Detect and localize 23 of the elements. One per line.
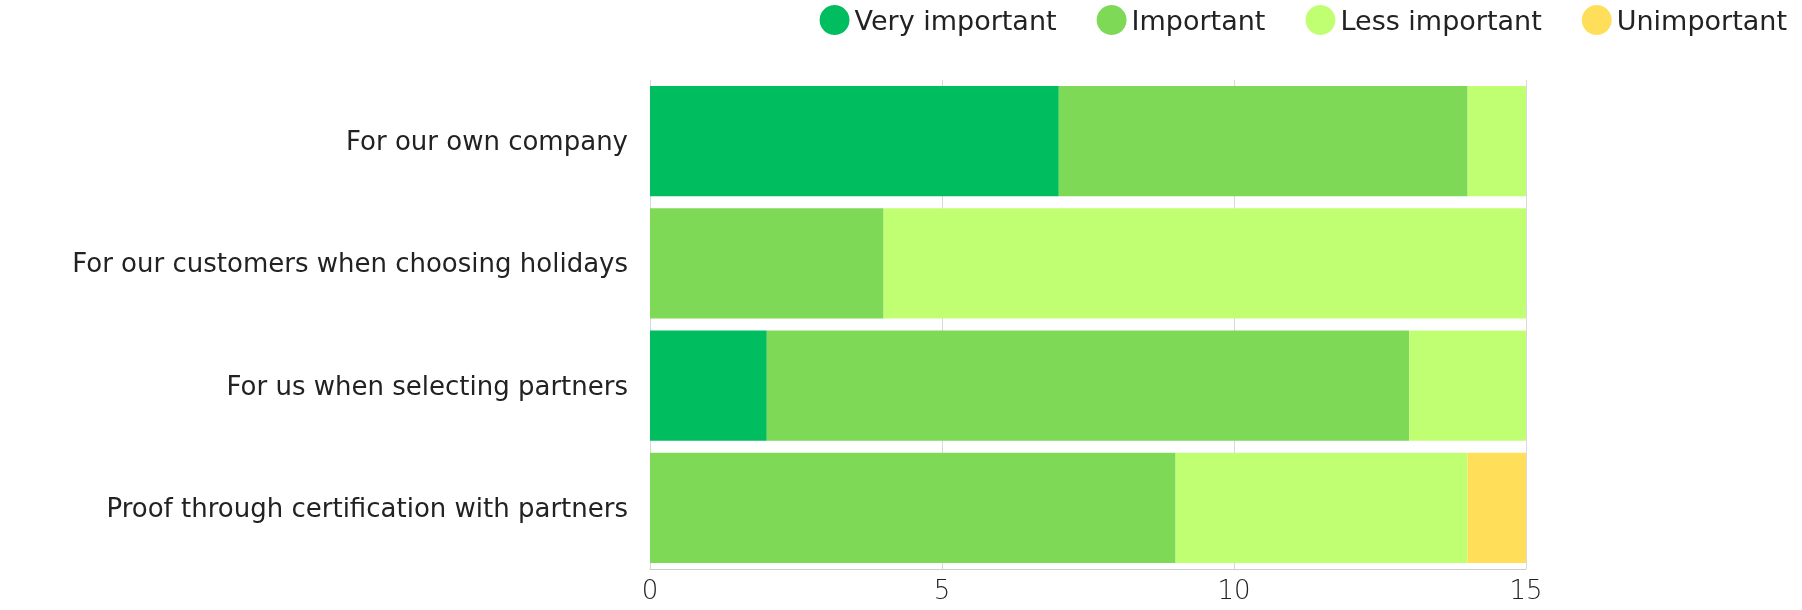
legend-label: Unimportant bbox=[1616, 4, 1788, 36]
x-tick-label: 0 bbox=[641, 575, 659, 605]
bar bbox=[650, 86, 1059, 197]
bar bbox=[766, 330, 1410, 441]
y-tick-label: For our own company bbox=[346, 126, 628, 157]
x-tick-label: 10 bbox=[1217, 575, 1251, 605]
bar bbox=[1175, 452, 1468, 563]
legend-label: Important bbox=[1131, 4, 1266, 36]
bar bbox=[1058, 86, 1468, 197]
bar bbox=[1467, 452, 1526, 563]
legend-label: Very important bbox=[854, 4, 1057, 36]
bar bbox=[650, 330, 767, 441]
x-tick-label: 15 bbox=[1509, 575, 1543, 605]
bar bbox=[650, 452, 1176, 563]
y-tick-label: For our customers when choosing holidays bbox=[72, 248, 628, 279]
bar bbox=[1467, 86, 1526, 197]
y-tick-label: Proof through certification with partners bbox=[106, 492, 628, 523]
y-tick-label: For us when selecting partners bbox=[226, 370, 628, 401]
legend-label: Less important bbox=[1340, 4, 1542, 36]
bar bbox=[650, 208, 884, 319]
bar bbox=[1409, 330, 1526, 441]
x-tick-label: 5 bbox=[933, 575, 951, 605]
bar bbox=[883, 208, 1526, 319]
